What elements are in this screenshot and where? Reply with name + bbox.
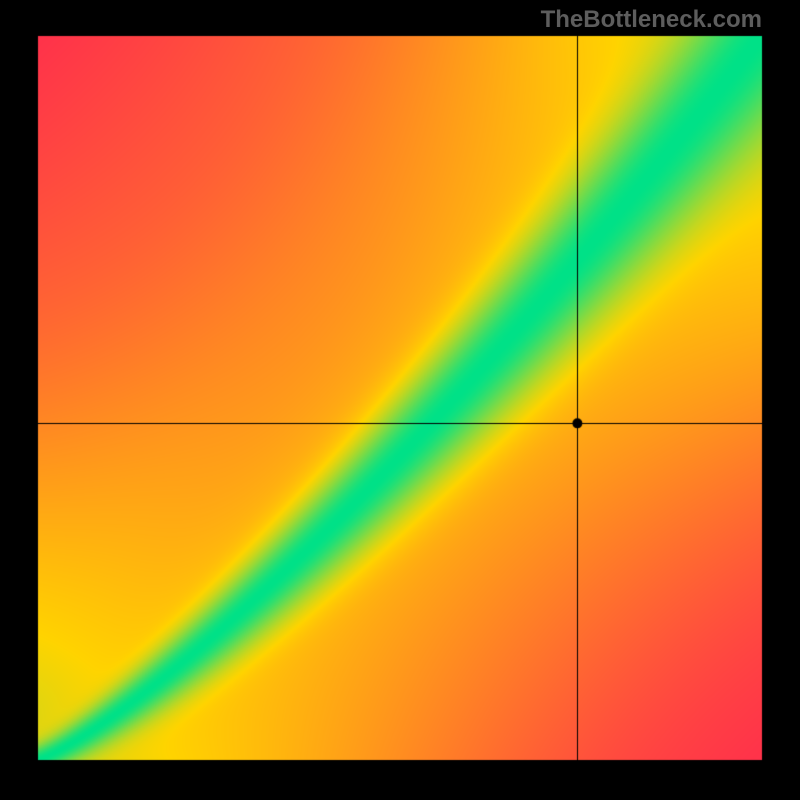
- watermark-text: TheBottleneck.com: [541, 6, 762, 34]
- bottleneck-heatmap: [0, 0, 800, 800]
